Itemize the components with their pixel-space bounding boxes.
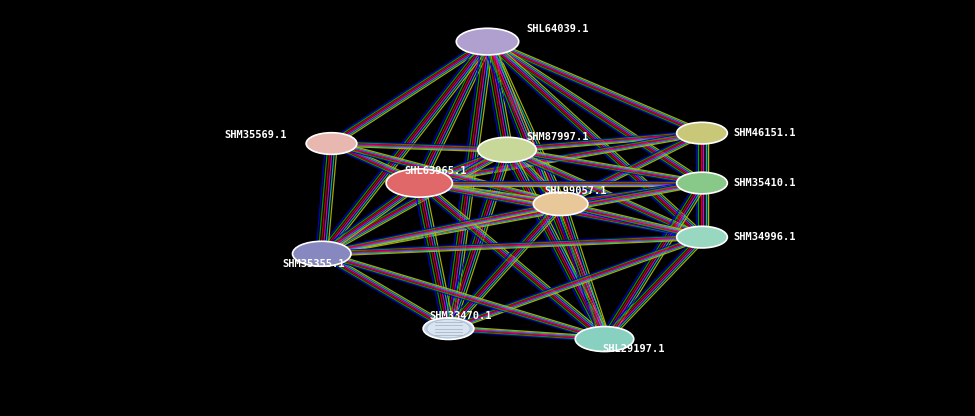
Circle shape (677, 226, 727, 248)
Text: SHL29197.1: SHL29197.1 (603, 344, 665, 354)
Text: SHL99057.1: SHL99057.1 (544, 186, 606, 196)
Circle shape (306, 133, 357, 154)
Circle shape (456, 28, 519, 55)
Text: SHM46151.1: SHM46151.1 (733, 128, 796, 138)
Circle shape (575, 327, 634, 352)
Text: SHM35410.1: SHM35410.1 (733, 178, 796, 188)
Text: SHM35569.1: SHM35569.1 (224, 130, 287, 140)
Circle shape (292, 241, 351, 266)
Text: SHM34996.1: SHM34996.1 (733, 232, 796, 242)
Text: SHL63965.1: SHL63965.1 (405, 166, 467, 176)
Circle shape (677, 122, 727, 144)
Circle shape (427, 319, 470, 338)
Circle shape (386, 169, 452, 197)
Circle shape (423, 318, 474, 339)
Text: SHL64039.1: SHL64039.1 (526, 24, 589, 34)
Text: SHM33470.1: SHM33470.1 (429, 311, 491, 321)
Circle shape (533, 192, 588, 215)
Circle shape (478, 137, 536, 162)
Text: SHM35355.1: SHM35355.1 (283, 259, 345, 269)
Circle shape (677, 172, 727, 194)
Text: SHM87997.1: SHM87997.1 (526, 132, 589, 142)
